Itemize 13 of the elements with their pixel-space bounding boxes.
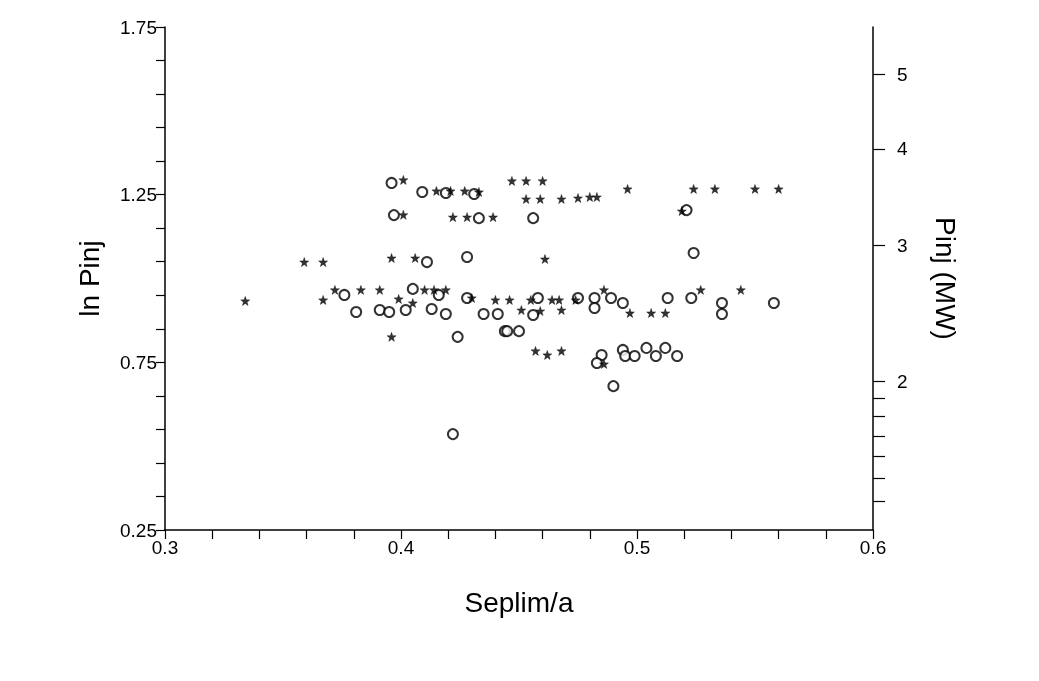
y2-tick-label: 5: [897, 63, 908, 85]
x-tick-label: 0.5: [623, 537, 651, 558]
y-tick-label: 1.25: [120, 184, 157, 206]
y2-tick-label: 4: [897, 138, 908, 160]
y-tick-label: 0.75: [120, 351, 157, 373]
y2-tick-label: 2: [897, 370, 908, 392]
y2-axis-title: Pinj (MW): [929, 217, 961, 340]
y-tick-label: 1.75: [120, 16, 157, 38]
y2-tick-label: 3: [897, 234, 908, 256]
y-axis-title: ln Pinj: [73, 240, 105, 317]
x-tick-label: 0.6: [859, 537, 887, 558]
x-tick-label: 0.4: [387, 537, 415, 558]
x-axis-title: Seplim/a: [464, 586, 574, 618]
